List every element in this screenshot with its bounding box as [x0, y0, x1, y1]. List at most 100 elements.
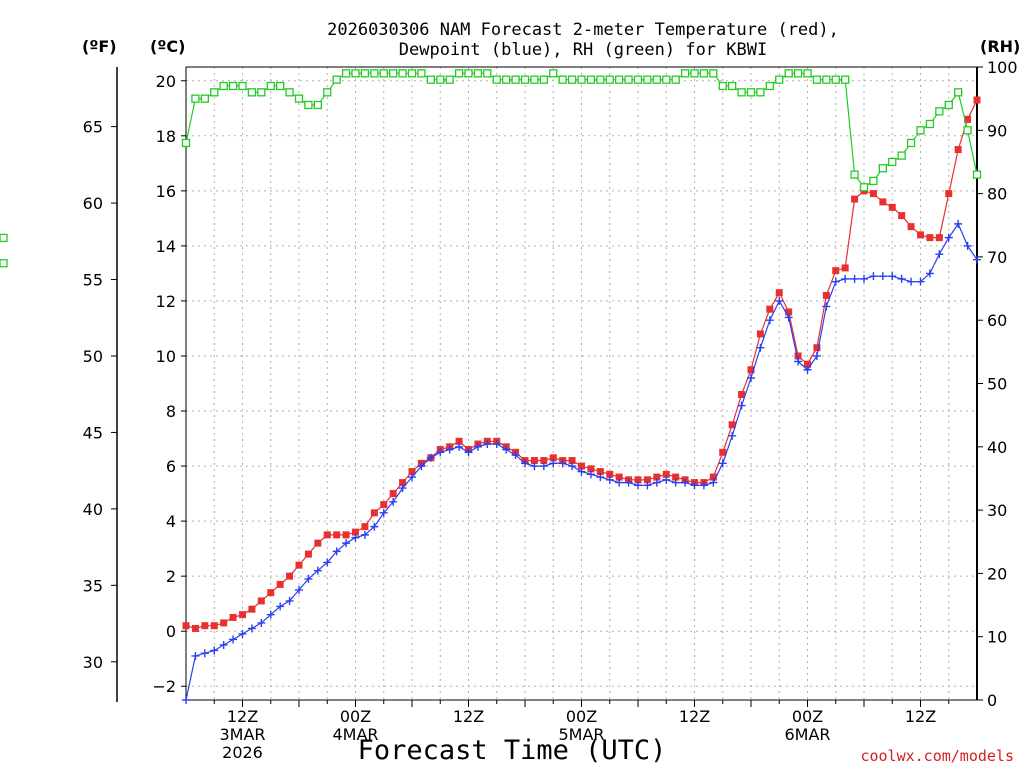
dewpoint-point	[408, 473, 416, 482]
rh-point	[680, 69, 690, 78]
dewpoint-point	[718, 459, 727, 468]
dewpoint-point	[596, 473, 605, 482]
rh-point	[624, 75, 633, 84]
rh-point	[775, 75, 784, 84]
temperature-point	[333, 531, 341, 539]
dewpoint-point	[605, 475, 614, 484]
x-tick-label: 12Z	[905, 707, 936, 726]
rh-point	[219, 81, 228, 91]
rh-point	[389, 69, 398, 78]
rh-point	[558, 75, 567, 84]
rh-point	[765, 81, 774, 91]
dewpoint-point	[812, 351, 821, 360]
rh-point	[426, 75, 435, 84]
dewpoint-point	[219, 640, 228, 649]
dewpoint-point	[502, 445, 511, 454]
x-tick-label: 00Z	[566, 707, 597, 726]
dewpoint-point	[549, 459, 558, 468]
temperature-point	[606, 470, 614, 478]
dewpoint-point	[370, 522, 379, 531]
rh-point	[436, 75, 445, 84]
dewpoint-point	[445, 445, 454, 454]
dewpoint-point	[568, 462, 577, 471]
rh-point	[888, 157, 897, 167]
dewpoint-point	[436, 448, 445, 457]
dewpoint-point	[539, 462, 548, 471]
axes	[116, 66, 978, 702]
dewpoint-point	[417, 462, 426, 471]
rh-point	[502, 75, 511, 84]
rh-unit-label: (RH)	[980, 37, 1020, 56]
temperature-point	[747, 366, 755, 374]
fahrenheit-tick-label: 65	[83, 118, 103, 137]
dewpoint-point	[530, 462, 539, 471]
rh-point	[464, 69, 473, 78]
rh-point	[699, 69, 709, 78]
rh-point	[332, 75, 341, 84]
fahrenheit-axis-ticks: 30 35 40 45 50 55 60 65	[83, 118, 117, 672]
dewpoint-point	[944, 233, 953, 242]
temperature-point	[643, 476, 651, 484]
rh-point	[228, 81, 238, 91]
rh-point	[897, 151, 906, 160]
chart-title-line-2: Dewpoint (blue), RH (green) for KBWI	[399, 40, 767, 60]
rh-point	[841, 75, 850, 84]
celsius-tick-label: 4	[166, 512, 176, 531]
rh-point	[850, 170, 859, 179]
temperature-point	[785, 308, 793, 316]
temperature-point	[888, 203, 896, 211]
temperature-point	[370, 509, 378, 517]
temperature-point	[220, 619, 228, 627]
dewpoint-point	[973, 255, 981, 264]
rh-point	[633, 75, 643, 84]
temperature-point	[964, 115, 972, 123]
dewpoint-point	[257, 618, 266, 627]
dewpoint-point	[426, 453, 435, 462]
rh-point	[652, 75, 661, 84]
rh-point	[454, 69, 464, 78]
temperature-point	[408, 468, 416, 476]
grid-lines	[186, 67, 977, 700]
dewpoint-point	[483, 440, 492, 449]
dewpoint-point	[671, 478, 680, 487]
rh-point	[0, 259, 8, 268]
dewpoint-point	[398, 484, 407, 493]
temperature-point	[804, 360, 811, 368]
rh-point	[756, 88, 765, 97]
dewpoint-point	[615, 478, 624, 487]
temperature-point	[540, 457, 548, 465]
temperature-point	[738, 391, 746, 399]
temperature-point	[361, 523, 369, 531]
fahrenheit-unit-label: (ºF)	[82, 37, 117, 56]
rh-point	[549, 69, 558, 78]
rh-point	[784, 69, 793, 78]
rh-point	[718, 81, 727, 91]
temperature-point	[323, 531, 331, 539]
dewpoint-point	[662, 475, 671, 484]
rh-point	[539, 75, 548, 84]
temperature-point	[662, 470, 670, 478]
dewpoint-point	[313, 566, 322, 575]
temperature-point	[549, 454, 557, 462]
rh-point	[257, 88, 266, 97]
plot-frame	[185, 66, 978, 701]
rh-point	[0, 233, 8, 243]
temperature-point	[775, 289, 783, 297]
dewpoint-point	[775, 296, 784, 305]
temperature-point	[314, 539, 322, 547]
x-axis-title: Forecast Time (UTC)	[358, 735, 667, 766]
rh-point	[200, 94, 209, 103]
celsius-tick-label: 20	[156, 72, 176, 91]
fahrenheit-tick-label: 40	[83, 500, 103, 519]
rh-point	[831, 75, 840, 84]
temperature-point	[879, 198, 887, 206]
rh-point	[869, 176, 878, 186]
temperature-point	[182, 622, 190, 630]
temperature-point	[267, 589, 275, 597]
dewpoint-point	[295, 585, 303, 594]
temperature-point	[201, 622, 209, 630]
rh-point	[313, 100, 322, 110]
dewpoint-point	[521, 459, 529, 468]
rh-point	[266, 81, 275, 91]
celsius-tick-label: 18	[156, 127, 176, 146]
